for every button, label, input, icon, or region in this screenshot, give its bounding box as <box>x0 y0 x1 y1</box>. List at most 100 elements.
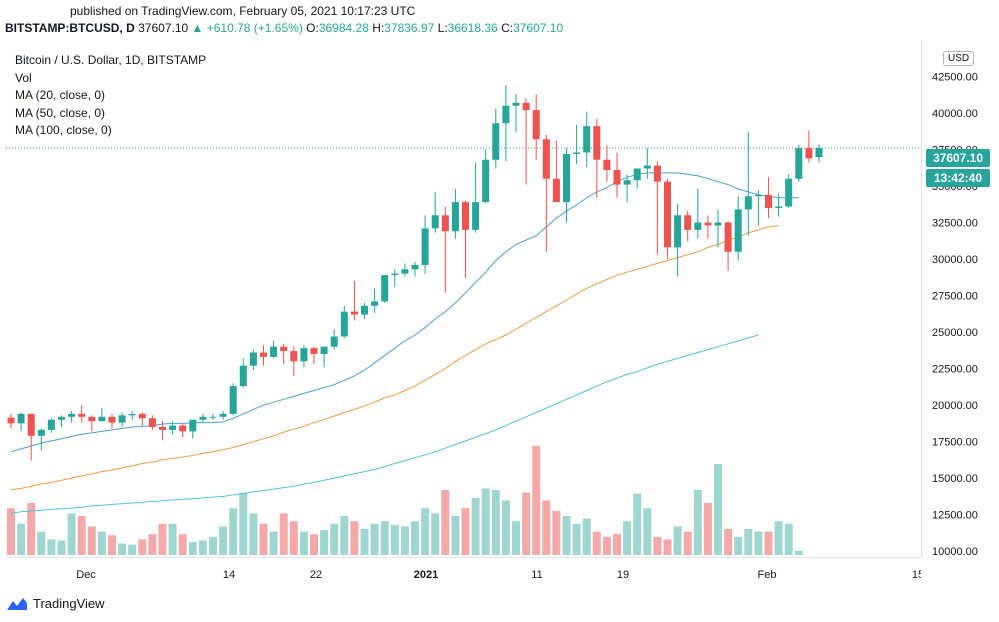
volume-bar <box>532 445 541 555</box>
tradingview-icon <box>7 597 27 610</box>
volume-bar <box>259 523 268 555</box>
candle-body <box>451 202 459 232</box>
candle-body <box>522 102 530 111</box>
candle-body <box>785 178 793 207</box>
candle-body <box>371 301 379 306</box>
candle-body <box>47 419 55 430</box>
candle-body <box>684 215 692 230</box>
candle-body <box>583 126 591 153</box>
price-tick-label: 12500.00 <box>932 510 978 522</box>
candle-body <box>249 352 257 366</box>
candle-body <box>361 305 368 315</box>
volume-bar <box>764 531 773 555</box>
tradingview-logo-text: TradingView <box>33 596 105 611</box>
candle-body <box>462 202 469 230</box>
price-tick-label: 42500.00 <box>932 72 978 84</box>
legend-ma100: MA (100, close, 0) <box>15 123 112 137</box>
volume-bar <box>209 536 217 555</box>
candle-body <box>502 105 510 124</box>
volume-bar <box>340 516 349 555</box>
price-axis[interactable]: 10000.00 12500.00 15000.00 17500.00 20000.00… <box>921 40 999 557</box>
price-tick-label: 10000.00 <box>932 546 978 557</box>
candle-body <box>7 417 15 424</box>
candle-body <box>199 416 207 420</box>
volume-bar <box>330 523 339 555</box>
candle-body <box>532 110 540 140</box>
volume-bar <box>168 523 177 555</box>
volume-bar <box>380 521 389 555</box>
volume-bar <box>411 521 419 555</box>
candle-body <box>482 159 490 203</box>
candle-body <box>320 346 328 354</box>
candle-body <box>98 416 106 422</box>
ma50-line <box>10 225 779 491</box>
candle-body <box>219 413 227 417</box>
legend-vol: Vol <box>15 70 32 85</box>
volume-bar <box>512 521 520 555</box>
volume-bar <box>592 531 601 555</box>
time-tick-label: Feb <box>758 569 777 581</box>
volume-bar <box>77 516 86 555</box>
volume-bar <box>370 523 379 555</box>
candle-body <box>128 413 136 416</box>
currency-badge[interactable]: USD <box>943 51 975 66</box>
tradingview-logo[interactable]: TradingView <box>6 596 105 611</box>
candle-body <box>310 348 318 354</box>
price-chart[interactable] <box>6 40 921 557</box>
volume-bar <box>138 539 147 555</box>
time-axis[interactable]: Dec 14 22 2021 11 19 Feb 15 <box>6 557 921 586</box>
legend-title: Bitcoin / U.S. Dollar, 1D, BITSTAMP <box>15 53 207 67</box>
volume-bar <box>562 516 571 555</box>
price-tick-label: 22500.00 <box>932 364 978 376</box>
close-label: C: <box>501 21 514 35</box>
candle-body <box>17 413 25 424</box>
candle-body <box>674 215 682 248</box>
price-tick-label: 27500.00 <box>932 291 978 303</box>
volume-bar <box>754 531 763 555</box>
candle-body <box>239 365 247 387</box>
candle-body <box>563 153 570 203</box>
volume-bar <box>7 508 15 555</box>
ma100-line <box>10 334 759 514</box>
open-value: 36984.28 <box>318 21 369 35</box>
volume-bar <box>683 531 692 555</box>
high-label: H: <box>372 21 385 35</box>
price-tick-label: 17500.00 <box>932 437 978 449</box>
volume-bar <box>400 526 409 555</box>
candle-body <box>209 416 217 418</box>
candle-body <box>512 102 520 106</box>
candle-body <box>603 159 611 170</box>
candle-body <box>340 311 348 337</box>
candle-body <box>381 275 389 302</box>
candle-body <box>704 222 712 226</box>
time-tick-label: 19 <box>617 569 629 581</box>
volume-bar <box>572 523 581 555</box>
candle-body <box>179 425 187 432</box>
candle-body <box>411 264 419 270</box>
volume-bar <box>461 508 470 555</box>
volume-bar <box>471 497 480 555</box>
candle-body <box>118 415 126 423</box>
candle-body <box>734 209 742 252</box>
last-value: 37607.10 <box>138 21 189 35</box>
price-tick-label: 20000.00 <box>932 400 978 412</box>
candle-body <box>169 425 177 430</box>
candle-body <box>664 181 671 248</box>
volume-bar <box>188 542 197 555</box>
volume-bar <box>703 503 712 555</box>
price-tick-label: 32500.00 <box>932 218 978 230</box>
candle-body <box>714 222 722 226</box>
legend-ma50: MA (50, close, 0) <box>15 105 106 120</box>
volume-bar <box>451 516 460 555</box>
candle-body <box>350 311 358 315</box>
candle-body <box>633 168 641 181</box>
volume-bar <box>350 521 359 555</box>
candle-body <box>795 148 803 179</box>
candle-body <box>391 273 399 276</box>
candle-body <box>643 165 651 169</box>
volume-bar <box>734 536 743 555</box>
volume-bar <box>491 490 500 555</box>
candle-body <box>552 178 560 203</box>
candle-body <box>775 206 783 208</box>
candle-body <box>68 413 76 417</box>
